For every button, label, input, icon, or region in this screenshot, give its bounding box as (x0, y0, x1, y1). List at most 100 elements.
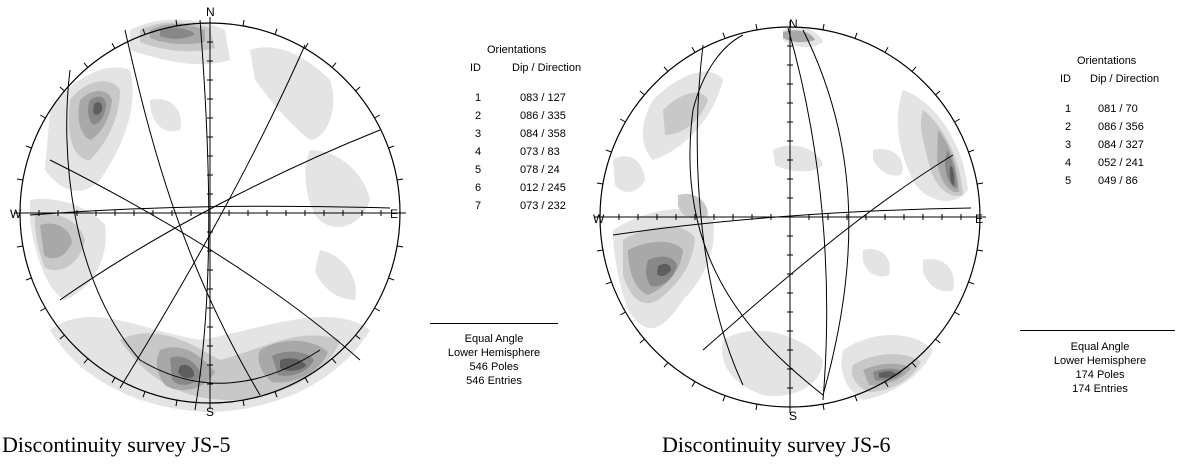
poles-count: 174 Poles (1075, 369, 1125, 381)
legend-js5: Equal Angle Lower Hemisphere 546 Poles 5… (430, 332, 558, 388)
degree-tick (142, 28, 146, 35)
degree-tick (954, 311, 960, 316)
degree-tick (16, 178, 23, 181)
east-label: E (390, 207, 398, 221)
degree-tick (83, 358, 89, 364)
contour-region (722, 330, 823, 396)
contour-region (863, 249, 890, 277)
orientation-id: 4 (475, 146, 482, 158)
orientation-dip-direction: 083 / 127 (520, 92, 566, 104)
degree-tick (374, 114, 380, 119)
degree-tick (331, 62, 337, 68)
degree-tick (968, 149, 975, 153)
degree-tick (596, 182, 603, 185)
contour-region (773, 145, 823, 172)
orientation-dip-direction: 084 / 358 (520, 128, 566, 140)
degree-tick (854, 395, 858, 402)
degree-tick (854, 32, 858, 39)
contour-region (250, 47, 334, 141)
degree-tick (620, 118, 626, 123)
degree-tick (822, 404, 825, 411)
contour-region (150, 99, 181, 132)
degree-tick (25, 277, 32, 281)
contour-region (160, 27, 195, 39)
id-column-header: ID (470, 62, 481, 74)
contour-region (613, 156, 645, 192)
entries-count: 546 Entries (466, 375, 522, 387)
west-label: W (10, 207, 22, 221)
degree-tick (911, 66, 917, 72)
west-label: W (593, 212, 605, 226)
degree-tick (83, 62, 89, 68)
orientations-title: Orientations (487, 44, 547, 56)
degree-tick (722, 32, 726, 39)
orientation-dip-direction: 073 / 232 (520, 200, 566, 212)
orientation-dip-direction: 078 / 24 (520, 164, 560, 176)
great-circle (119, 44, 306, 389)
degree-tick (304, 43, 309, 49)
orientation-id: 4 (1065, 157, 1072, 169)
orientation-dip-direction: 073 / 83 (520, 146, 560, 158)
contour-region (663, 92, 708, 135)
orientation-id: 6 (475, 182, 482, 194)
orientation-dip-direction: 086 / 356 (1098, 121, 1144, 133)
degree-tick (331, 358, 337, 364)
orientation-dip-direction: 086 / 335 (520, 110, 566, 122)
south-label: S (206, 405, 214, 419)
degree-tick (722, 395, 726, 402)
degree-tick (911, 362, 917, 368)
degree-tick (59, 86, 65, 92)
degree-tick (691, 381, 696, 387)
hemisphere-label: Lower Hemisphere (1053, 355, 1147, 367)
degree-tick (111, 43, 116, 49)
degree-tick (884, 381, 889, 387)
contour-region (873, 149, 903, 176)
degree-tick (274, 28, 278, 35)
contour-region (923, 259, 954, 292)
degree-tick (605, 149, 612, 153)
degree-tick (884, 47, 889, 53)
contour-region (949, 165, 955, 186)
degree-tick (40, 307, 46, 312)
contour-layer (613, 27, 968, 400)
degree-tick (388, 277, 395, 281)
legend-js6: Equal Angle Lower Hemisphere 174 Poles 1… (1030, 340, 1170, 396)
degree-tick (111, 377, 116, 383)
degree-tick (142, 391, 146, 398)
great-circle-layer (29, 19, 391, 411)
great-circle (124, 29, 261, 396)
degree-tick (175, 400, 178, 407)
degree-tick (977, 182, 984, 185)
orientation-dip-direction: 049 / 86 (1098, 175, 1138, 187)
degree-tick (663, 362, 669, 368)
degree-tick (25, 145, 32, 149)
contour-region (40, 223, 72, 259)
contour-region (879, 371, 896, 378)
degree-tick (596, 249, 603, 252)
great-circle (66, 69, 321, 384)
orientation-id: 3 (1065, 139, 1072, 151)
great-circle (194, 19, 210, 411)
orientation-dip-direction: 081 / 70 (1098, 103, 1138, 115)
degree-tick (304, 377, 309, 383)
degree-tick (968, 281, 975, 285)
degree-tick (977, 249, 984, 252)
orientation-dip-direction: 084 / 327 (1098, 139, 1144, 151)
projection-label: Equal Angle (464, 333, 524, 345)
orientation-id: 7 (475, 200, 482, 212)
degree-tick (242, 400, 245, 407)
orientations-title: Orientations (1077, 55, 1137, 67)
dip-direction-column-header: Dip / Direction (1090, 73, 1160, 85)
caption-js6: Discontinuity survey JS-6 (662, 432, 891, 457)
degree-tick (755, 23, 758, 30)
degree-tick (935, 90, 941, 96)
contour-region (657, 263, 671, 277)
degree-tick (355, 334, 361, 340)
orientation-dip-direction: 052 / 241 (1098, 157, 1144, 169)
degree-tick (639, 338, 645, 344)
great-circle (59, 129, 381, 301)
degree-tick (397, 245, 404, 248)
stereonet-js6: N S W E (593, 17, 986, 423)
contour-region (305, 150, 370, 227)
